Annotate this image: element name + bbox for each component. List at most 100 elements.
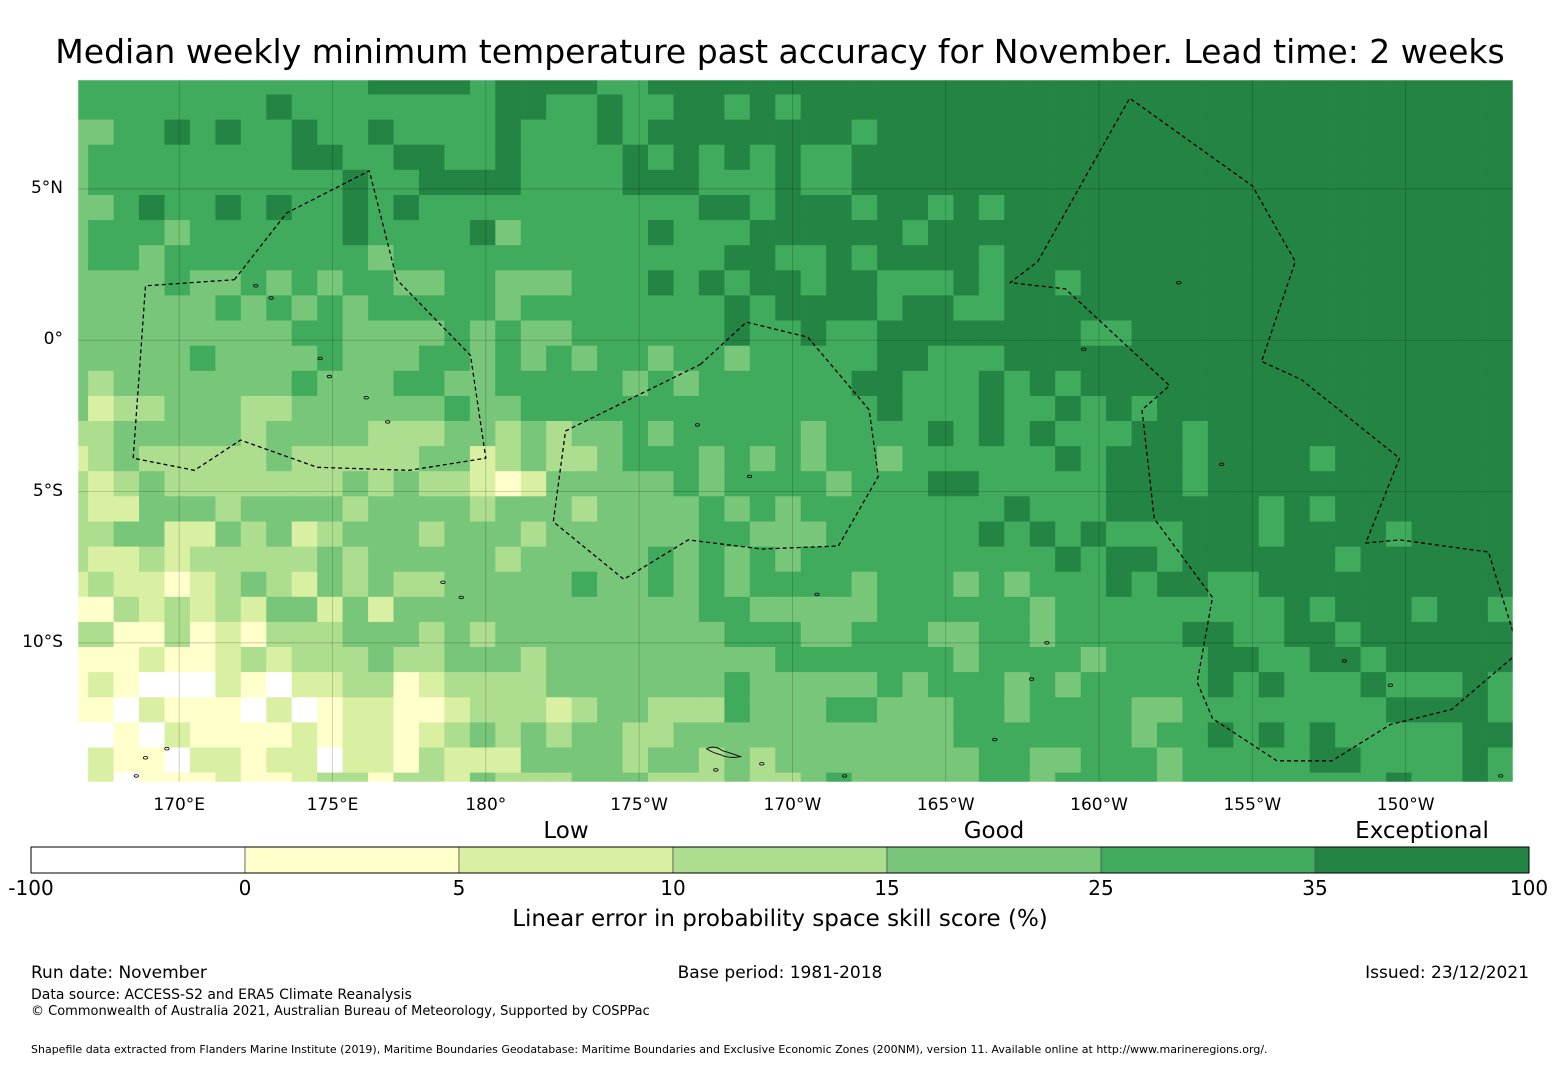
skill-cell [978,495,1005,522]
skill-cell [78,546,89,572]
skill-cell [1411,269,1438,296]
skill-cell [495,370,522,396]
skill-cell [88,169,115,195]
island-outline [1029,677,1035,681]
skill-cell [1233,495,1260,522]
skill-cell [1360,772,1387,782]
skill-cell [469,80,496,95]
skill-cell [1258,395,1285,421]
skill-cell [673,445,700,472]
skill-cell [1080,671,1107,698]
skill-cell [826,80,853,95]
skill-cell [419,244,445,271]
skill-cell [902,495,929,522]
skill-cell [1462,320,1489,346]
skill-cell [978,219,1005,246]
skill-cell [495,294,522,321]
skill-cell [571,194,598,221]
skill-cell [419,345,445,371]
skill-cell [1055,294,1082,321]
skill-cell [1386,144,1413,170]
skill-cell [1233,646,1260,673]
skill-cell [317,93,344,120]
skill-cell [113,320,140,346]
skill-cell [928,520,954,547]
skill-cell [1309,80,1336,95]
skill-cell [189,596,216,622]
skill-cell [444,596,471,622]
skill-cell [291,596,318,622]
skill-cell [520,119,547,145]
skill-cell [240,445,267,472]
skill-cell [902,219,929,246]
skill-cell [1055,470,1082,497]
skill-cell [342,395,369,421]
skill-cell [291,370,318,396]
skill-cell [800,520,827,547]
skill-cell [342,244,369,271]
skill-cell [928,546,954,572]
skill-cell [571,571,598,597]
skill-cell [78,621,89,647]
skill-cell [164,571,191,597]
skill-cell [1309,119,1336,145]
skill-cell [622,194,649,221]
skill-cell [1258,119,1285,145]
skill-cell [851,93,878,120]
skill-cell [113,169,140,195]
skill-cell [953,169,980,195]
skill-cell [1258,696,1285,723]
skill-cell [215,746,242,773]
skill-cell [1080,445,1107,472]
skill-cell [266,520,293,547]
skill-cell [800,721,827,748]
skill-cell [724,646,751,673]
skill-cell [571,495,598,522]
skill-cell [164,520,191,547]
skill-cell [775,646,802,673]
skill-cell [1284,495,1311,522]
island-outline [1044,641,1050,645]
skill-cell [1029,169,1056,195]
skill-cell [1055,596,1082,622]
skill-cell [928,495,954,522]
skill-cell [622,370,649,396]
skill-cell [953,80,980,95]
skill-cell [1462,546,1489,572]
skill-cell [800,445,827,472]
skill-cell [1233,269,1260,296]
skill-cell [1233,345,1260,371]
skill-cell [520,621,547,647]
colorbar [30,846,1530,874]
skill-cell [902,571,929,597]
skill-cell [393,93,420,120]
skill-cell [1462,721,1489,748]
skill-cell [851,395,878,421]
skill-cell [1233,546,1260,572]
skill-cell [928,671,954,698]
skill-cell [800,746,827,773]
skill-cell [1029,320,1056,346]
skill-cell [342,696,369,723]
skill-cell [1029,520,1056,547]
skill-cell [1437,219,1463,246]
skill-cell [215,93,242,120]
skill-cell [826,621,853,647]
skill-cell [164,470,191,497]
skill-cell [317,194,344,221]
skill-cell [1487,345,1513,371]
skill-cell [495,219,522,246]
skill-cell [139,721,165,748]
skill-cell [724,244,751,271]
island-outline [142,756,149,760]
skill-cell [1284,721,1311,748]
skill-cell [393,621,420,647]
skill-cell [291,194,318,221]
skill-cell [469,546,496,572]
skill-cell [1411,495,1438,522]
skill-cell [673,169,700,195]
skill-cell [368,345,395,371]
skill-cell [78,169,89,195]
skill-cell [851,772,878,782]
skill-cell [444,144,471,170]
